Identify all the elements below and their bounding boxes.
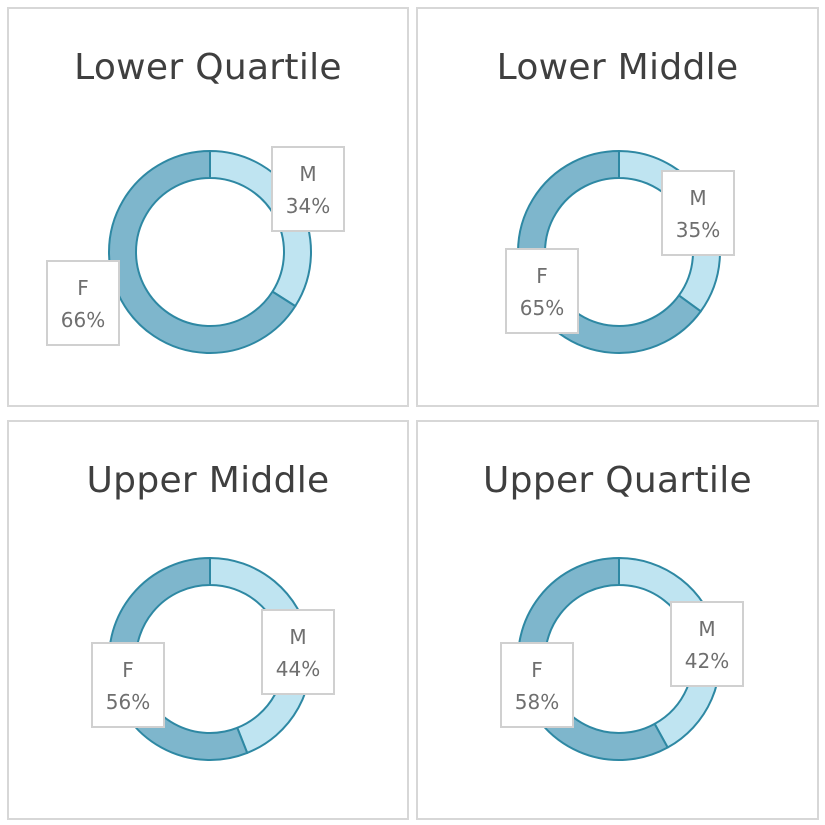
data-label-f: F 58% [500,642,574,728]
data-label-value: 66% [61,308,105,332]
data-label-category: F [77,276,89,300]
data-label-m: M 42% [670,601,744,687]
data-label-value: 34% [286,194,330,218]
donut-chart-upper-middle: M 44% F 56% [91,557,335,761]
data-label-category: M [689,186,706,210]
data-label-box [91,642,165,728]
data-label-value: 42% [685,649,729,673]
donut-chart-lower-middle: M 35% F 65% [505,150,735,354]
chart-title: Lower Middle [496,47,739,88]
donut-panel-upper-middle: Upper Middle M 44% F 56% [7,420,409,820]
donut-panel-lower-quartile: Lower Quartile M 34% F 66% [7,7,409,407]
data-label-box [271,146,345,232]
donut-panel-upper-quartile: Upper Quartile M 42% F 58% [416,420,819,820]
data-label-category: F [531,658,543,682]
data-label-m: M 44% [261,609,335,695]
donut-slice-f [108,150,297,354]
data-label-f: F 66% [46,260,120,346]
data-label-category: F [122,658,134,682]
data-label-value: 58% [515,690,559,714]
data-label-f: F 56% [91,642,165,728]
data-label-box [661,170,735,256]
chart-title: Lower Quartile [74,47,342,88]
data-label-category: F [536,264,548,288]
data-label-box [670,601,744,687]
chart-title: Upper Middle [86,460,330,501]
data-label-value: 56% [106,690,150,714]
data-label-box [500,642,574,728]
data-label-f: F 65% [505,248,579,334]
data-label-category: M [289,625,306,649]
donut-chart-lower-quartile: M 34% F 66% [46,146,345,354]
chart-title: Upper Quartile [483,460,752,501]
data-label-value: 35% [676,218,720,242]
data-label-category: M [299,162,316,186]
data-label-value: 44% [276,657,320,681]
data-label-m: M 34% [271,146,345,232]
donut-panel-lower-middle: Lower Middle M 35% F 65% [416,7,819,407]
donut-chart-upper-quartile: M 42% F 58% [500,557,744,761]
data-label-m: M 35% [661,170,735,256]
data-label-box [261,609,335,695]
data-label-value: 65% [520,296,564,320]
data-label-box [505,248,579,334]
data-label-box [46,260,120,346]
data-label-category: M [698,617,715,641]
